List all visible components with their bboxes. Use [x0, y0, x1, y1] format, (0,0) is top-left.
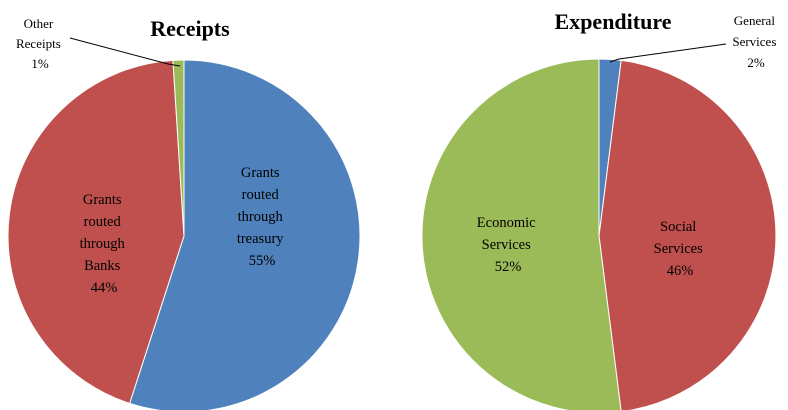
- label-other-receipts-line-1: Other: [24, 16, 54, 31]
- label-general-services-line-1: General: [734, 13, 776, 28]
- pie-slice-social-services: [598, 59, 777, 410]
- label-social-services-line-2: Services: [654, 241, 703, 257]
- pie-slice-economic-services: [421, 58, 622, 410]
- label-other-receipts: Other Receipts 1%: [16, 16, 64, 71]
- expenditure-chart: Expenditure Social Services 46% Economic…: [421, 9, 779, 410]
- label-grants-banks-line-5: 44%: [91, 280, 118, 296]
- label-general-services: General Services 2%: [732, 13, 779, 70]
- label-general-services-line-3: 2%: [747, 55, 765, 70]
- label-grants-treasury: Grants routed through treasury 55%: [237, 165, 287, 269]
- label-grants-treasury-line-4: treasury: [237, 231, 284, 247]
- label-social-services: Social Services 46%: [654, 219, 707, 279]
- label-other-receipts-line-2: Receipts: [16, 36, 61, 51]
- expenditure-title: Expenditure: [555, 9, 672, 34]
- label-social-services-line-3: 46%: [667, 263, 694, 279]
- receipts-chart: Receipts Grants routed through treasury …: [7, 16, 361, 410]
- label-grants-banks-line-3: through: [80, 236, 126, 252]
- label-grants-banks: Grants routed through Banks 44%: [80, 192, 129, 296]
- expenditure-slices: [421, 58, 777, 410]
- pie-slice-other-receipts: [172, 59, 185, 237]
- label-social-services-line-1: Social: [660, 219, 696, 235]
- label-economic-services-line-3: 52%: [495, 259, 522, 275]
- label-grants-banks-line-1: Grants: [83, 192, 122, 208]
- receipts-labels: Grants routed through treasury 55% Grant…: [16, 16, 287, 296]
- pie-slice-grants-routed-through-treasury: [128, 59, 361, 410]
- label-grants-treasury-line-2: routed: [242, 187, 280, 203]
- label-grants-banks-line-4: Banks: [84, 258, 121, 274]
- receipts-title: Receipts: [150, 16, 230, 41]
- label-economic-services-line-2: Services: [482, 237, 531, 253]
- expenditure-labels: Social Services 46% Economic Services 52…: [477, 13, 779, 279]
- label-grants-banks-line-2: routed: [84, 214, 122, 230]
- leader-line-other-receipts: [69, 37, 181, 67]
- label-economic-services: Economic Services 52%: [477, 215, 539, 275]
- label-grants-treasury-line-3: through: [238, 209, 284, 225]
- receipts-slices: [7, 59, 361, 410]
- pie-slice-grants-routed-through-banks: [7, 59, 185, 405]
- leader-line-general-services: [609, 43, 727, 63]
- label-general-services-line-2: Services: [732, 34, 776, 49]
- label-economic-services-line-1: Economic: [477, 215, 536, 231]
- label-grants-treasury-line-5: 55%: [249, 253, 276, 269]
- label-grants-treasury-line-1: Grants: [241, 165, 280, 181]
- label-other-receipts-line-3: 1%: [31, 56, 49, 71]
